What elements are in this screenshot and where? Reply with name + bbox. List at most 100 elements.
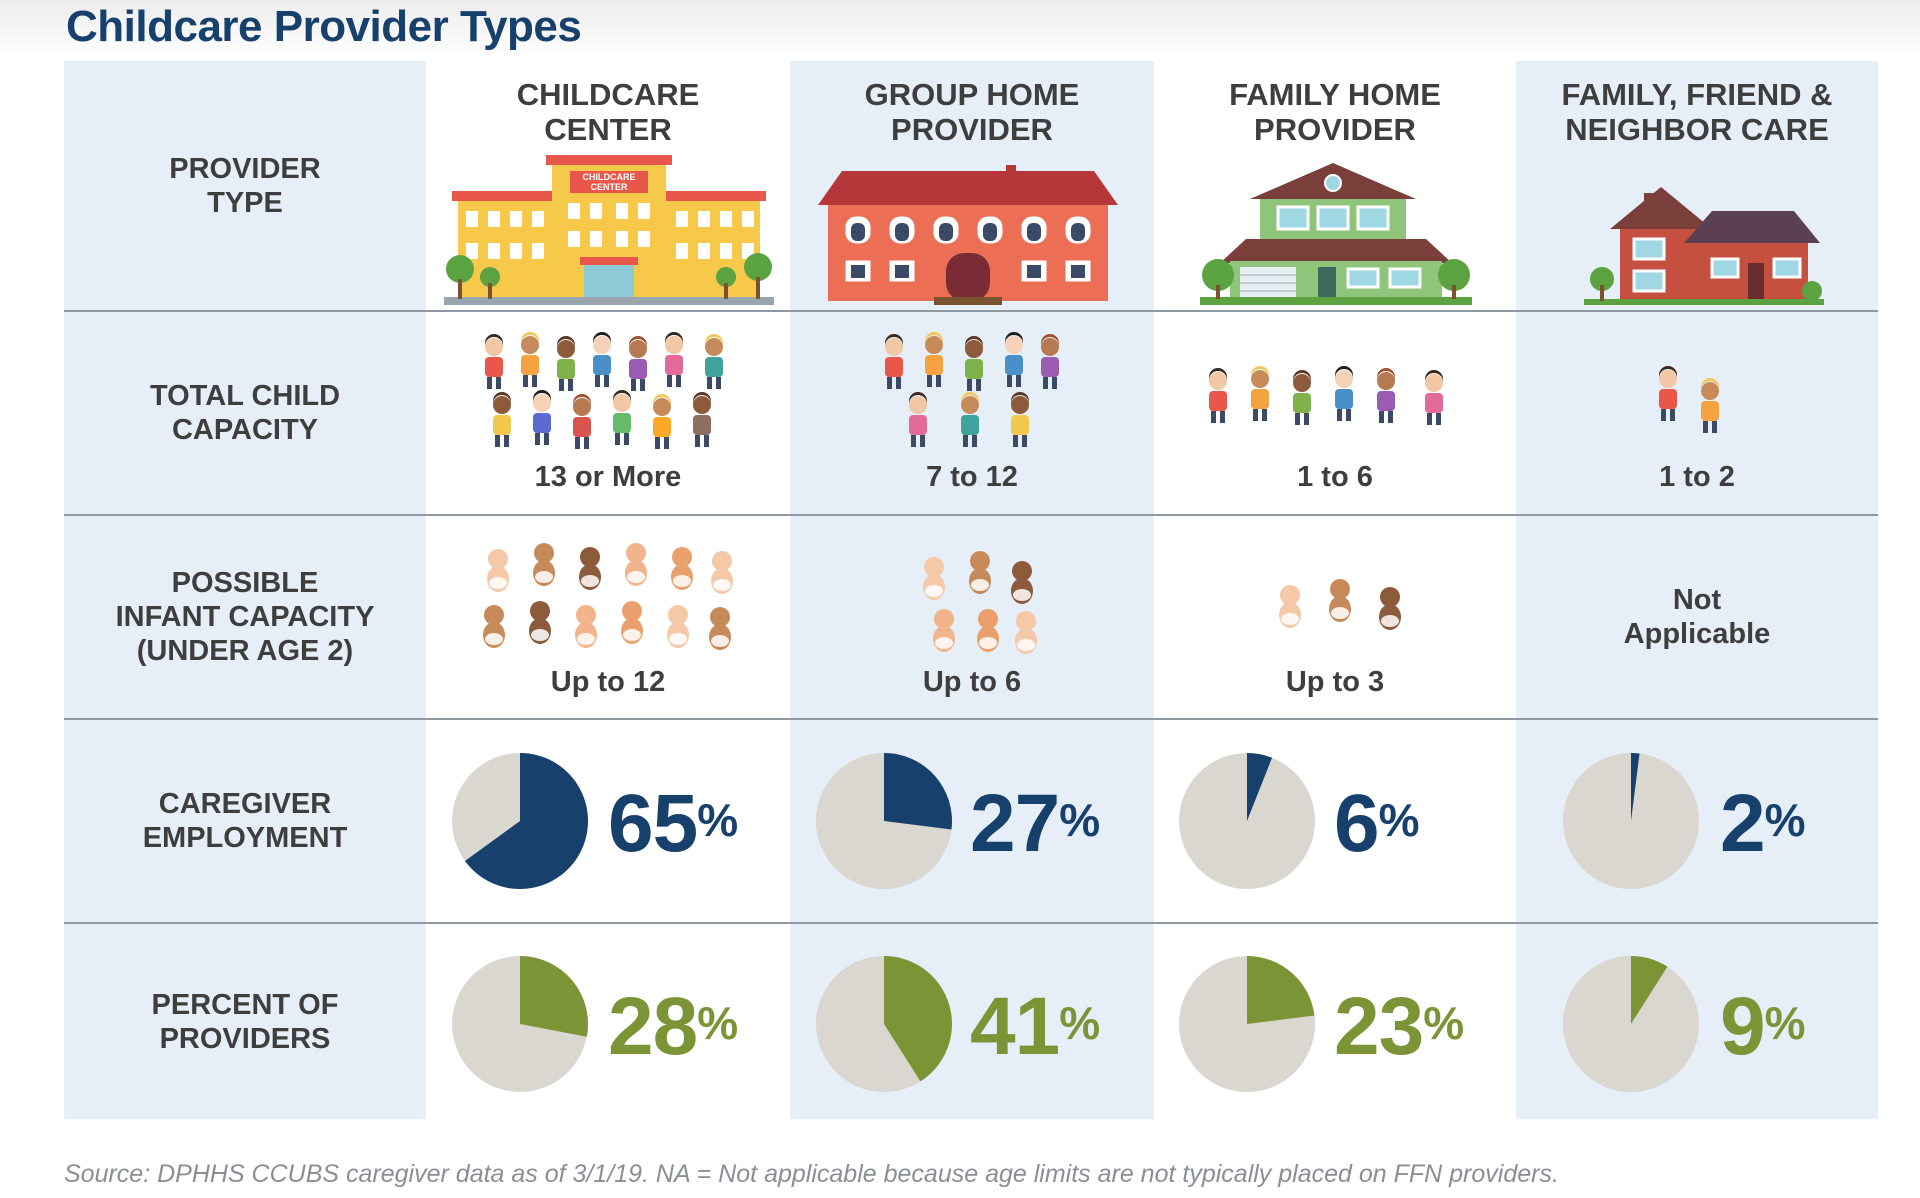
family-home-building-icon <box>1200 163 1472 305</box>
employment-pie-1-slice <box>884 753 952 830</box>
infant-group-12-baby <box>487 549 509 592</box>
infant-group-12-baby <box>529 601 551 644</box>
children-group-6-child <box>1335 366 1353 421</box>
infant-value-family-home: Up to 3 <box>1285 666 1385 698</box>
children-group-7-child <box>1005 332 1023 387</box>
children-group-13-icon <box>485 332 723 449</box>
infant-group-12-baby <box>625 543 647 586</box>
providers-label-ffn: 9% <box>1720 981 1806 1072</box>
column-header-childcare-center: CHILDCARE CENTER <box>516 77 700 147</box>
providers-pie-ffn <box>1563 956 1699 1092</box>
column-header-ffn: FAMILY, FRIEND & NEIGHBOR CARE <box>1561 77 1833 147</box>
infant-value-center: Up to 12 <box>550 666 666 698</box>
providers-label-family-home: 23% <box>1334 981 1464 1072</box>
infant-group-12-baby <box>579 547 601 590</box>
group-home-building-icon <box>818 165 1118 305</box>
column-header-family-home: FAMILY HOME PROVIDER <box>1229 77 1441 147</box>
infant-group-3-icon <box>1279 579 1401 630</box>
providers-pie-0-slice <box>520 956 589 1037</box>
infant-group-12-baby <box>711 551 733 594</box>
children-group-13-child <box>493 392 511 447</box>
children-group-13-child <box>573 394 591 449</box>
row-label-caregiver-employment: CAREGIVER EMPLOYMENT <box>142 788 348 854</box>
infant-group-12-baby <box>533 543 555 586</box>
providers-pie-family-home <box>1179 956 1315 1092</box>
providers-label-group-home: 41% <box>970 981 1100 1072</box>
band-row-labels <box>64 61 426 1119</box>
infant-group-3-baby <box>1279 585 1301 628</box>
capacity-value-ffn: 1 to 2 <box>1659 461 1735 493</box>
children-group-13-child <box>653 394 671 449</box>
children-group-13-child <box>485 334 503 389</box>
infant-group-12-baby <box>709 607 731 650</box>
infant-group-12-baby <box>483 605 505 648</box>
row-label-total-capacity: TOTAL CHILD CAPACITY <box>149 380 341 446</box>
children-group-7-child <box>965 336 983 391</box>
children-group-7-child <box>885 334 903 389</box>
providers-pie-1-slice <box>884 956 952 1082</box>
employment-pie-center <box>452 753 589 889</box>
top-bar <box>0 0 1920 56</box>
row-divider <box>64 718 1878 720</box>
row-divider <box>64 514 1878 516</box>
infant-group-3-baby <box>1329 579 1351 622</box>
building-sign-line-2: CENTER <box>590 182 628 192</box>
children-group-7-icon <box>885 332 1059 447</box>
infant-group-12-baby <box>667 605 689 648</box>
employment-pie-group-home <box>816 753 952 889</box>
source-note: Source: DPHHS CCUBS caregiver data as of… <box>64 1160 1559 1188</box>
children-group-13-child <box>593 332 611 387</box>
childcare-center-building-icon: CHILDCARE CENTER <box>444 155 774 305</box>
employment-label-group-home: 27% <box>970 778 1100 869</box>
providers-label-center: 28% <box>608 981 738 1072</box>
row-label-provider-type: PROVIDER TYPE <box>169 152 321 219</box>
children-group-13-child <box>557 336 575 391</box>
infant-group-6-icon <box>923 551 1037 654</box>
infant-group-12-baby <box>671 547 693 590</box>
children-group-2-child <box>1701 378 1719 433</box>
children-group-7-child <box>1041 334 1059 389</box>
employment-pie-family-home <box>1179 753 1315 889</box>
children-group-6-child <box>1293 370 1311 425</box>
providers-pie-center <box>452 956 589 1092</box>
children-group-13-child <box>693 392 711 447</box>
children-group-13-child <box>629 336 647 391</box>
children-group-7-child <box>1011 392 1029 447</box>
employment-label-center: 65% <box>608 778 738 869</box>
infant-group-6-baby <box>933 609 955 652</box>
providers-pie-2-slice <box>1247 956 1315 1024</box>
infant-group-6-baby <box>923 557 945 600</box>
children-group-13-child <box>665 332 683 387</box>
page-title: Childcare Provider Types <box>66 2 582 51</box>
children-group-2-child <box>1659 366 1677 421</box>
capacity-value-center: 13 or More <box>534 461 682 493</box>
infant-group-12-baby <box>621 601 643 644</box>
employment-pie-2-slice <box>1247 753 1273 821</box>
infant-group-6-baby <box>1011 561 1033 604</box>
children-group-6-icon <box>1209 366 1443 425</box>
children-group-6-child <box>1425 370 1443 425</box>
employment-label-ffn: 2% <box>1720 778 1806 869</box>
employment-pie-0-slice <box>464 753 589 889</box>
row-label-infant-capacity: POSSIBLE INFANT CAPACITY (UNDER AGE 2) <box>115 567 375 667</box>
employment-label-family-home: 6% <box>1334 778 1420 869</box>
children-group-7-child <box>925 332 943 387</box>
children-group-7-child <box>961 392 979 447</box>
infant-value-ffn: Not Applicable <box>1623 584 1771 650</box>
employment-pie-ffn <box>1563 753 1699 889</box>
infant-group-12-icon <box>483 543 733 650</box>
children-group-13-child <box>705 334 723 389</box>
providers-pie-group-home <box>816 956 952 1092</box>
infant-group-3-baby <box>1379 587 1401 630</box>
providers-pie-3-slice <box>1631 956 1668 1024</box>
row-label-percent-providers: PERCENT OF PROVIDERS <box>151 988 339 1055</box>
infant-value-group-home: Up to 6 <box>922 666 1022 698</box>
row-divider <box>64 922 1878 924</box>
children-group-6-child <box>1377 368 1395 423</box>
capacity-value-group-home: 7 to 12 <box>926 461 1018 493</box>
building-sign-line-1: CHILDCARE <box>583 172 636 182</box>
provider-table: PROVIDER TYPE TOTAL CHILD CAPACITY POSSI… <box>64 61 1878 1119</box>
row-divider <box>64 310 1878 312</box>
infant-group-6-baby <box>1015 611 1037 654</box>
children-group-13-child <box>613 390 631 445</box>
